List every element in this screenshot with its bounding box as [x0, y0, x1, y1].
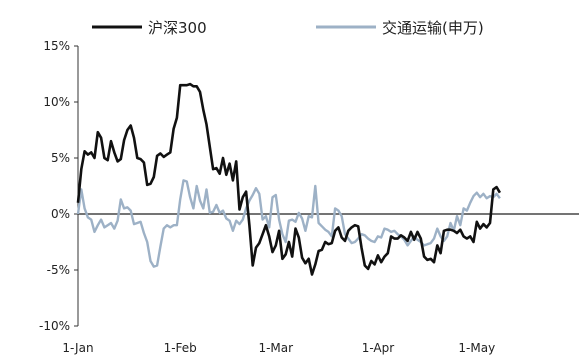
y-tick-label: 15%	[43, 39, 70, 53]
x-tick-label: 1-Apr	[362, 341, 395, 355]
x-tick-label: 1-Feb	[164, 341, 197, 355]
series-line-1	[76, 82, 502, 276]
x-tick-label: 1-Jan	[62, 341, 93, 355]
y-tick-label: 10%	[43, 95, 70, 109]
series-layer	[76, 82, 502, 276]
axes: 15% 10% 5% 0% -5% -10% 1-Jan 1-Feb 1-Mar 1-Apr 1-M…	[39, 39, 579, 355]
legend: 沪深300 交通运输(申万)	[92, 19, 484, 37]
x-tick-label: 1-May	[458, 341, 495, 355]
legend-label: 交通运输(申万)	[382, 19, 484, 37]
y-tick-label: -5%	[47, 263, 70, 277]
legend-label: 沪深300	[148, 19, 207, 37]
y-tick-label: 5%	[51, 151, 70, 165]
x-tick-label: 1-Mar	[258, 341, 293, 355]
series-line-2	[76, 179, 501, 268]
y-tick-label: 0%	[51, 207, 70, 221]
y-tick-label: -10%	[39, 319, 70, 333]
